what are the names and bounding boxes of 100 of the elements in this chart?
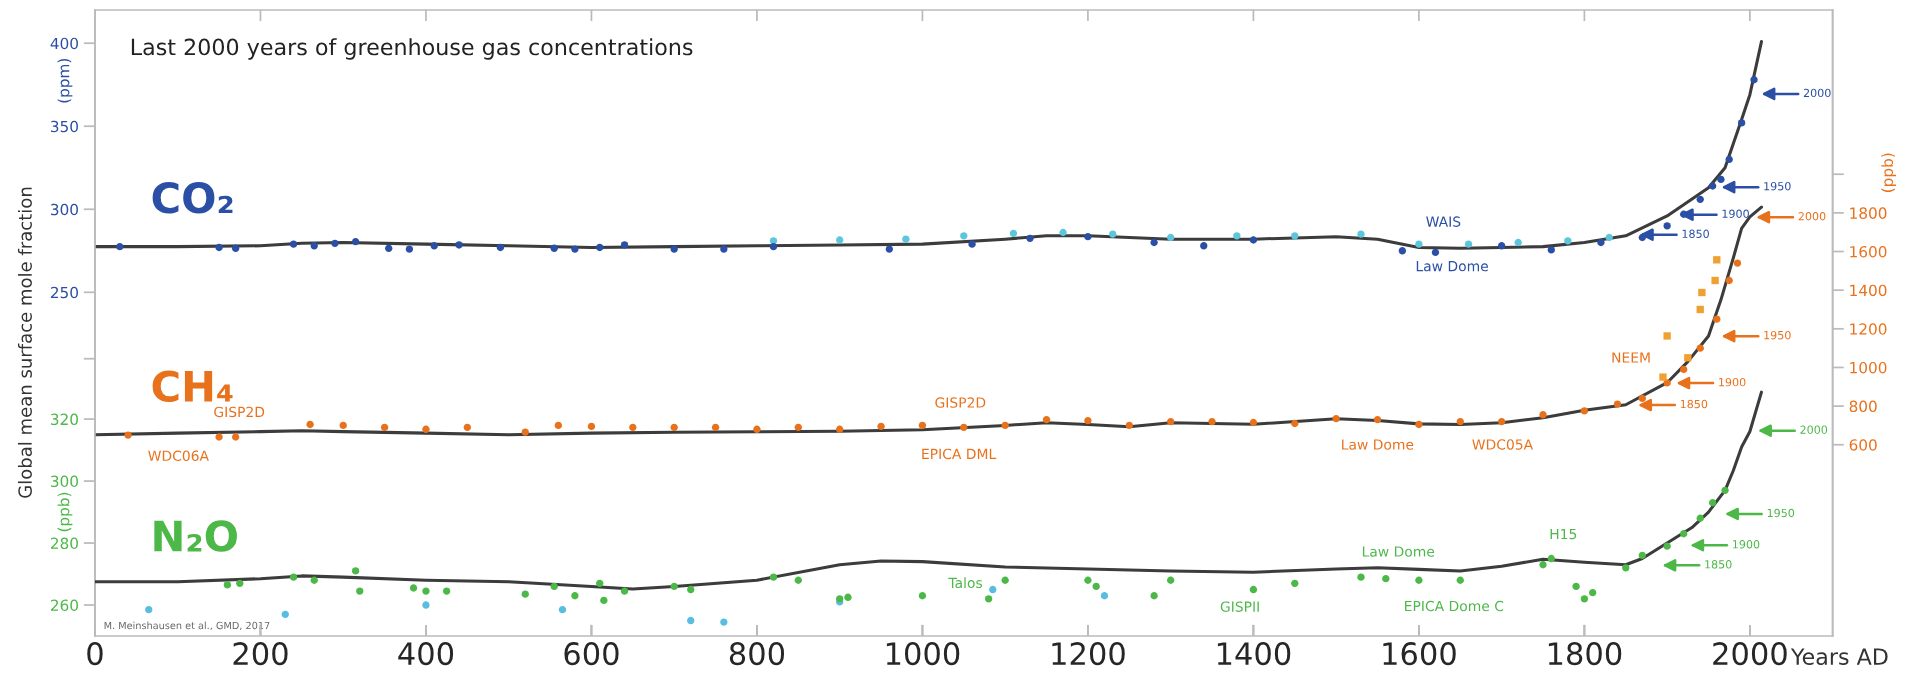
point bbox=[1708, 182, 1717, 190]
point bbox=[571, 245, 579, 253]
point bbox=[145, 606, 153, 614]
point bbox=[550, 582, 558, 591]
point bbox=[1357, 230, 1365, 238]
point bbox=[1725, 155, 1733, 164]
point bbox=[351, 567, 360, 575]
x-tick-label: 600 bbox=[564, 642, 619, 666]
point bbox=[422, 425, 430, 433]
point bbox=[670, 245, 678, 253]
annotation: 1950 bbox=[1767, 508, 1795, 518]
point bbox=[1588, 588, 1597, 597]
x-tick-label: 2000 bbox=[1713, 642, 1787, 666]
point bbox=[1464, 240, 1473, 248]
point bbox=[1415, 420, 1423, 429]
point bbox=[1514, 238, 1522, 247]
y2-tick-label: 1400 bbox=[1850, 284, 1887, 297]
point bbox=[1200, 242, 1208, 250]
y-tick-label: 280 bbox=[50, 537, 78, 550]
point bbox=[1249, 585, 1258, 594]
annotation: WAIS bbox=[1426, 216, 1461, 227]
y-tick-label: 300 bbox=[51, 203, 78, 216]
y-tick-label: 350 bbox=[51, 120, 78, 133]
point bbox=[442, 587, 451, 595]
annotation: M. Meinshausen et al., GMD, 2017 bbox=[104, 621, 270, 631]
point bbox=[1084, 416, 1092, 425]
point bbox=[550, 244, 558, 252]
annotation: 1850 bbox=[1682, 229, 1709, 238]
point bbox=[521, 590, 529, 598]
point bbox=[1680, 365, 1688, 374]
point bbox=[1456, 576, 1464, 584]
y2-tick-label: 600 bbox=[1849, 439, 1877, 451]
point bbox=[629, 423, 637, 432]
x-axis-title: Years AD bbox=[1790, 648, 1888, 666]
point bbox=[1497, 242, 1506, 250]
annotation: 1900 bbox=[1722, 209, 1749, 218]
point bbox=[380, 423, 389, 432]
point bbox=[794, 576, 802, 584]
annotation: GISP2D bbox=[935, 397, 986, 408]
point bbox=[1084, 232, 1092, 241]
point bbox=[1622, 564, 1630, 572]
point bbox=[1696, 344, 1704, 352]
point bbox=[1150, 238, 1158, 247]
point bbox=[554, 421, 563, 430]
point bbox=[1659, 373, 1667, 381]
annotation: Law Dome bbox=[1416, 261, 1488, 272]
point bbox=[310, 576, 318, 584]
text: Global mean surface mole fraction bbox=[17, 187, 32, 498]
point bbox=[1721, 486, 1729, 495]
point bbox=[289, 240, 298, 248]
point bbox=[1713, 315, 1721, 323]
point bbox=[1597, 238, 1605, 247]
point bbox=[1750, 76, 1758, 84]
x-tick-label: 800 bbox=[729, 642, 785, 666]
y-axis-title: (ppb) bbox=[57, 492, 73, 532]
annotation: EPICA Dome C bbox=[1405, 600, 1504, 612]
point bbox=[968, 240, 976, 248]
x-tick-label: 400 bbox=[398, 642, 454, 666]
point bbox=[1547, 246, 1555, 254]
point bbox=[1539, 411, 1547, 419]
annotation: 1850 bbox=[1680, 399, 1708, 409]
point bbox=[1150, 592, 1158, 600]
point bbox=[496, 243, 505, 252]
annotation: 2000 bbox=[1800, 425, 1828, 434]
y-axis-title: (ppm) bbox=[57, 58, 73, 103]
text: Last 2000 years of greenhouse gas concentrations bbox=[131, 38, 693, 60]
point bbox=[1613, 400, 1622, 408]
point bbox=[1092, 582, 1100, 591]
point bbox=[356, 587, 364, 595]
point bbox=[430, 242, 438, 250]
y-tick-label: 300 bbox=[51, 475, 78, 488]
annotation: 2000 bbox=[1798, 212, 1826, 221]
x-tick-label: 1000 bbox=[886, 642, 960, 666]
point bbox=[984, 595, 993, 603]
y2-tick-label: 1800 bbox=[1850, 207, 1887, 219]
point bbox=[620, 587, 629, 595]
point bbox=[960, 232, 968, 240]
annotation: 1900 bbox=[1719, 377, 1746, 387]
point bbox=[1084, 576, 1092, 584]
point bbox=[1638, 394, 1646, 403]
point bbox=[306, 420, 314, 429]
point bbox=[1332, 414, 1340, 423]
point bbox=[1125, 421, 1133, 430]
point bbox=[1497, 417, 1506, 426]
point bbox=[794, 423, 802, 432]
annotation: 1900 bbox=[1733, 540, 1760, 549]
point bbox=[1249, 418, 1258, 427]
point bbox=[1249, 236, 1258, 244]
point bbox=[1026, 234, 1034, 242]
point bbox=[223, 581, 232, 589]
point bbox=[385, 244, 393, 252]
point bbox=[1711, 276, 1719, 285]
annotation: Talos bbox=[948, 577, 983, 589]
point bbox=[1663, 332, 1671, 340]
point bbox=[836, 236, 844, 244]
point bbox=[769, 573, 778, 581]
point bbox=[231, 433, 240, 441]
y-tick-label: 260 bbox=[50, 599, 78, 612]
point bbox=[1580, 407, 1589, 415]
point bbox=[310, 242, 318, 250]
